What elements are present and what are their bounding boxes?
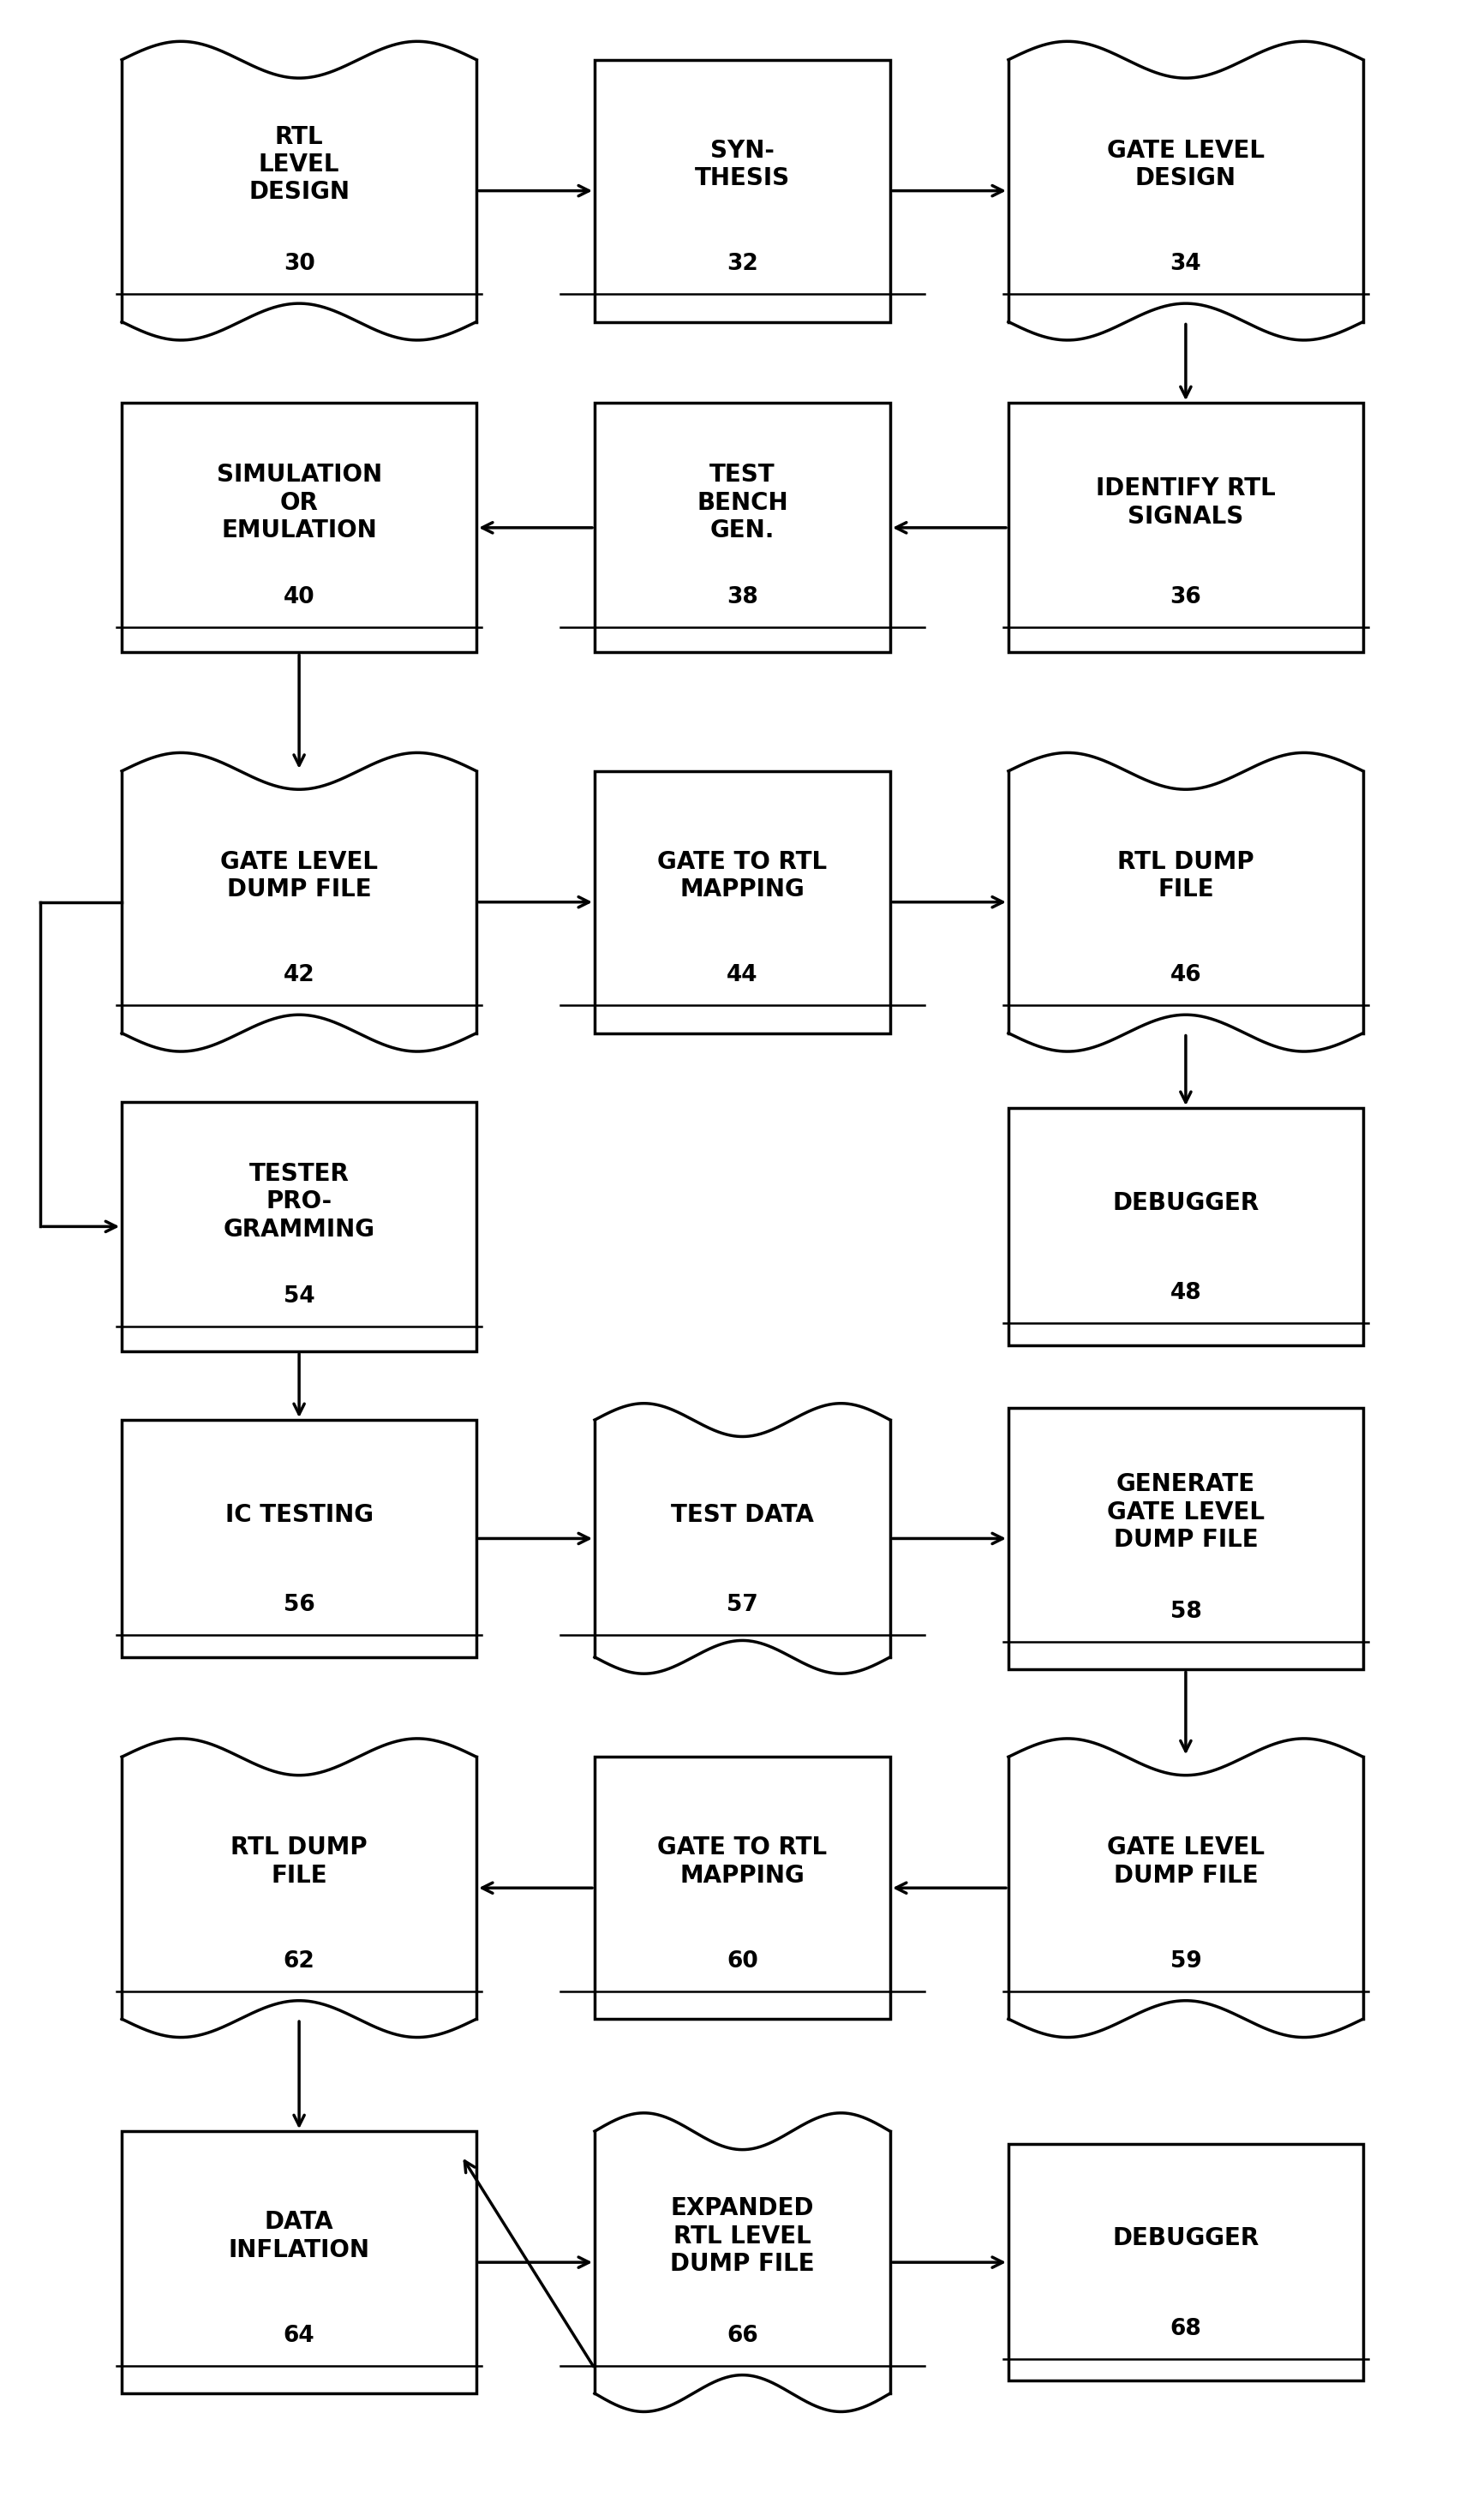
Text: DEBUGGER: DEBUGGER <box>1112 1191 1258 1214</box>
Polygon shape <box>1008 43 1362 340</box>
FancyBboxPatch shape <box>122 403 476 653</box>
Text: 48: 48 <box>1169 1282 1201 1304</box>
FancyBboxPatch shape <box>594 1757 890 2020</box>
FancyBboxPatch shape <box>122 2130 476 2393</box>
Text: EXPANDED
RTL LEVEL
DUMP FILE: EXPANDED RTL LEVEL DUMP FILE <box>669 2195 815 2275</box>
Text: RTL DUMP
FILE: RTL DUMP FILE <box>230 1835 367 1887</box>
Text: 54: 54 <box>283 1284 315 1307</box>
Text: 38: 38 <box>726 586 758 608</box>
Polygon shape <box>122 753 476 1051</box>
FancyBboxPatch shape <box>594 771 890 1034</box>
Text: GATE TO RTL
MAPPING: GATE TO RTL MAPPING <box>657 1835 827 1887</box>
FancyBboxPatch shape <box>1008 1407 1362 1670</box>
Text: 66: 66 <box>726 2325 758 2348</box>
Text: GATE LEVEL
DESIGN: GATE LEVEL DESIGN <box>1106 138 1264 190</box>
Polygon shape <box>122 43 476 340</box>
Text: 56: 56 <box>283 1594 315 1617</box>
FancyBboxPatch shape <box>594 60 890 323</box>
Text: 68: 68 <box>1169 2318 1201 2340</box>
Text: GATE TO RTL
MAPPING: GATE TO RTL MAPPING <box>657 851 827 901</box>
Text: 32: 32 <box>726 253 758 275</box>
Text: 30: 30 <box>283 253 315 275</box>
Text: TEST DATA: TEST DATA <box>671 1502 813 1527</box>
Polygon shape <box>594 2113 890 2413</box>
Text: 46: 46 <box>1169 964 1201 986</box>
Text: 62: 62 <box>283 1950 315 1972</box>
FancyBboxPatch shape <box>122 1101 476 1352</box>
Polygon shape <box>1008 753 1362 1051</box>
Text: SIMULATION
OR
EMULATION: SIMULATION OR EMULATION <box>217 463 381 543</box>
FancyBboxPatch shape <box>1008 1109 1362 1344</box>
Polygon shape <box>1008 1740 1362 2037</box>
Polygon shape <box>594 1404 890 1675</box>
Text: 44: 44 <box>726 964 758 986</box>
Text: GENERATE
GATE LEVEL
DUMP FILE: GENERATE GATE LEVEL DUMP FILE <box>1106 1472 1264 1552</box>
FancyBboxPatch shape <box>1008 2143 1362 2380</box>
FancyBboxPatch shape <box>1008 403 1362 653</box>
FancyBboxPatch shape <box>594 403 890 653</box>
Text: IC TESTING: IC TESTING <box>226 1502 372 1527</box>
Text: 40: 40 <box>283 586 315 608</box>
Polygon shape <box>122 1740 476 2037</box>
Text: DEBUGGER: DEBUGGER <box>1112 2228 1258 2250</box>
Text: GATE LEVEL
DUMP FILE: GATE LEVEL DUMP FILE <box>220 851 378 901</box>
Text: 36: 36 <box>1169 586 1201 608</box>
Text: GATE LEVEL
DUMP FILE: GATE LEVEL DUMP FILE <box>1106 1835 1264 1887</box>
FancyBboxPatch shape <box>122 1419 476 1657</box>
Text: SYN-
THESIS: SYN- THESIS <box>695 138 789 190</box>
Text: 60: 60 <box>726 1950 758 1972</box>
Text: 42: 42 <box>283 964 315 986</box>
Text: TEST
BENCH
GEN.: TEST BENCH GEN. <box>696 463 788 543</box>
Text: RTL DUMP
FILE: RTL DUMP FILE <box>1117 851 1254 901</box>
Text: RTL
LEVEL
DESIGN: RTL LEVEL DESIGN <box>248 125 349 205</box>
Text: TESTER
PRO-
GRAMMING: TESTER PRO- GRAMMING <box>223 1161 375 1241</box>
Text: 57: 57 <box>726 1594 758 1617</box>
Text: 64: 64 <box>283 2325 315 2348</box>
Text: 59: 59 <box>1169 1950 1201 1972</box>
Text: 58: 58 <box>1169 1602 1201 1622</box>
Text: 34: 34 <box>1169 253 1201 275</box>
Text: IDENTIFY RTL
SIGNALS: IDENTIFY RTL SIGNALS <box>1095 478 1275 528</box>
Text: DATA
INFLATION: DATA INFLATION <box>229 2210 370 2263</box>
